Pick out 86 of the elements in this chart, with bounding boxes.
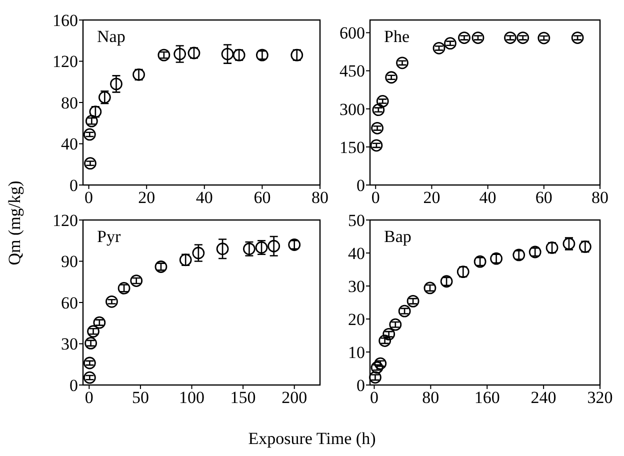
point [389,318,402,331]
x-tick-label: 320 [587,388,613,407]
point [458,32,470,44]
point [378,334,392,347]
point [83,128,96,141]
x-axis-title: Exposure Time (h) [248,429,376,448]
y-tick-label: 450 [340,62,365,81]
y-axis-title: Qm (mg/kg) [5,180,24,266]
point [83,356,96,370]
x-tick-label: 40 [196,188,213,207]
point [369,371,382,384]
x-tick-label: 0 [84,388,94,407]
x-tick-label: 50 [132,388,149,407]
point [398,304,411,318]
y-tick-label: 60 [61,293,78,312]
y-tick-label: 0 [70,176,78,195]
x-tick-label: 20 [138,188,156,207]
point [406,294,420,308]
y-tick-label: 120 [52,210,78,230]
point [444,37,456,50]
y-tick-label: 300 [340,100,365,119]
y-tick-label: 0 [70,376,78,395]
y-tick-label: 0 [356,176,365,195]
y-tick-label: 10 [348,342,365,362]
point [385,71,398,84]
x-tick-label: 60 [254,188,271,207]
point [130,274,143,287]
x-tick-label: 240 [530,388,556,407]
y-tick-label: 150 [340,138,365,157]
point [174,48,186,60]
point [370,139,383,152]
point [376,95,389,108]
x-tick-label: 80 [422,388,440,407]
y-tick-label: 120 [52,52,78,72]
y-tick-label: 50 [348,210,365,230]
point [424,282,436,294]
y-tick-label: 30 [61,334,78,354]
chart-title: Pyr [97,227,121,246]
point [84,157,96,170]
point [472,32,484,44]
point [158,48,170,62]
point [396,56,408,70]
y-tick-label: 30 [348,276,365,296]
point [110,78,122,90]
x-tick-label: 20 [423,188,440,207]
y-tick-label: 80 [61,93,78,112]
point [87,325,100,338]
point [538,32,550,44]
point [268,240,280,252]
x-tick-label: 150 [230,388,256,407]
chart-title: Phe [384,27,410,46]
x-tick-label: 80 [592,188,608,207]
point [370,361,384,374]
x-tick-label: 0 [371,188,380,207]
point [192,246,205,260]
chart-title: Nap [97,27,126,46]
point [371,122,384,134]
y-tick-label: 0 [356,376,365,395]
x-tick-label: 200 [282,388,308,407]
y-tick-label: 40 [348,244,365,263]
point [106,295,118,308]
point [216,242,229,256]
x-tick-label: 0 [84,188,94,207]
y-tick-label: 20 [348,310,365,329]
point [93,316,106,329]
y-tick-label: 160 [52,10,78,30]
point [84,337,97,350]
point [374,357,387,370]
x-tick-label: 80 [312,188,328,207]
point [432,42,446,54]
point [516,32,530,44]
y-tick-label: 40 [61,134,78,154]
point [221,48,234,60]
y-tick-label: 600 [340,24,365,43]
point [504,32,516,44]
x-tick-label: 0 [370,388,378,407]
x-tick-label: 60 [535,188,552,207]
point [83,371,96,384]
x-tick-label: 100 [179,388,205,407]
point [571,32,584,44]
chart-title: Bap [384,227,412,246]
x-tick-label: 160 [474,388,500,407]
point [372,104,385,116]
x-tick-label: 40 [479,188,496,207]
point [382,328,396,340]
y-tick-label: 90 [61,252,78,272]
